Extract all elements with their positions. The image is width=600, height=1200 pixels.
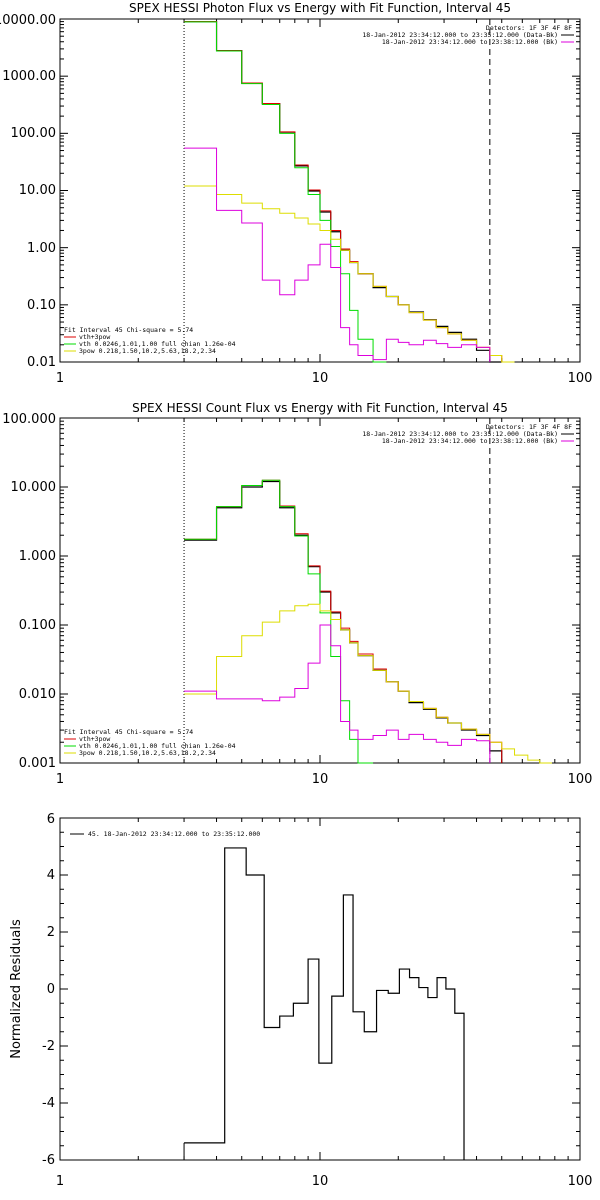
panel1-series <box>183 19 515 363</box>
panel3-y-axis-label: Normalized Residuals <box>9 919 24 1059</box>
panel1-y-tick-label: 10.00 <box>19 183 56 198</box>
panel3-y-tick-label: -6 <box>42 1153 55 1168</box>
panel1-series-background <box>184 147 491 362</box>
panel3-x-tick-label: 10 <box>312 1174 329 1189</box>
panel3-y-tick-label: 0 <box>47 982 55 997</box>
panel2-series-vth <box>184 479 374 764</box>
panel3-frame <box>59 817 581 1161</box>
panel1-x-tick-label: 1 <box>56 371 64 386</box>
panel2-series-background <box>184 624 491 763</box>
panel3-series-45 <box>184 847 465 1160</box>
panel1-header-line: Detectors: 1F 3F 4F 8F <box>486 24 572 32</box>
panel2-header-line: 18-Jan-2012 23:34:12.000 to 23:38:12.000… <box>382 437 558 445</box>
panel2-legend-entry: vth 0.0246,1.01,1.00 full chian 1.26e-04 <box>79 742 236 750</box>
panel2-x-tick-label: 1 <box>56 772 64 787</box>
panel1-y-tick-label: 10000.00 <box>0 13 56 28</box>
residuals-panel: Normalized Residuals -6 -4 -2 0 2 4 6 1 … <box>9 812 592 1189</box>
panel1-header-line: 18-Jan-2012 23:34:12.000 to 23:35:12.000… <box>362 31 558 39</box>
panel2-legend-entry: 3pow 0.218,1.50,10.2,5.63,18.2,2.34 <box>79 749 216 757</box>
panel2-legend-fit: Fit Interval 45 Chi-square = 5.74 <box>64 728 193 736</box>
panel3-x-tick-label: 1 <box>56 1174 64 1189</box>
panel2-ticks <box>59 417 581 764</box>
panel1-title: SPEX HESSI Photon Flux vs Energy with Fi… <box>129 1 511 15</box>
count-flux-panel: SPEX HESSI Count Flux vs Energy with Fit… <box>2 401 592 787</box>
panel2-series-data <box>184 480 503 763</box>
panel2-legend-entry: vth+3pow <box>79 735 110 743</box>
panel1-legend-entry: vth 0.0246,1.01,1.00 full chian 1.26e-04 <box>79 340 236 348</box>
panel2-y-tick-label: 1.000 <box>19 549 56 564</box>
panel1-y-tick-label: 1.00 <box>27 241 56 256</box>
panel1-y-tick-label: 1000.00 <box>2 69 56 84</box>
panel2-y-tick-label: 0.001 <box>19 756 56 771</box>
panel1-y-tick-label: 100.00 <box>11 126 57 141</box>
panel2-y-tick-label: 100.000 <box>2 412 56 427</box>
panel2-x-tick-label: 100 <box>568 772 593 787</box>
panel1-x-tick-label: 10 <box>312 371 329 386</box>
panel3-y-tick-label: 4 <box>47 868 55 883</box>
panel2-series-3pow <box>184 603 552 764</box>
panel1-series-vth-3pow <box>184 20 503 362</box>
panel1-ticks <box>59 18 581 363</box>
panel1-series-data <box>184 21 502 363</box>
panel1-legend-entry: 3pow 0.218,1.50,10.2,5.63,18.2,2.34 <box>79 347 216 355</box>
panel1-y-tick-label: 0.10 <box>27 298 56 313</box>
panel2-series <box>183 418 552 764</box>
panel2-header-line: Detectors: 1F 3F 4F 8F <box>486 423 572 431</box>
panel2-title: SPEX HESSI Count Flux vs Energy with Fit… <box>132 401 508 415</box>
panel3-legend-entry: 45. 18-Jan-2012 23:34:12.000 to 23:35:12… <box>88 830 260 838</box>
panel1-y-tick-label: 0.01 <box>27 355 56 370</box>
panel3-x-tick-label: 100 <box>568 1174 593 1189</box>
panel2-header-line: 18-Jan-2012 23:34:12.000 to 23:35:12.000… <box>362 430 558 438</box>
panel1-series-3pow <box>184 185 515 363</box>
panel2-y-tick-label: 0.010 <box>19 687 56 702</box>
panel3-y-tick-label: 2 <box>47 925 55 940</box>
panel2-x-tick-label: 10 <box>312 772 329 787</box>
panel2-y-tick-label: 0.100 <box>19 618 56 633</box>
panel3-ticks <box>59 817 581 1161</box>
panel2-y-tick-label: 10.000 <box>11 480 57 495</box>
panel3-series <box>183 847 465 1160</box>
panel1-series-vth <box>184 21 387 363</box>
panel3-y-tick-label: -4 <box>42 1096 55 1111</box>
panel3-y-tick-label: 6 <box>47 812 55 827</box>
panel1-legend-fit: Fit Interval 45 Chi-square = 5.74 <box>64 326 193 334</box>
panel1-legend-entry: vth+3pow <box>79 333 110 341</box>
panel1-header-line: 18-Jan-2012 23:34:12.000 to 23:38:12.000… <box>382 38 558 46</box>
photon-flux-panel: SPEX HESSI Photon Flux vs Energy with Fi… <box>0 1 592 386</box>
panel2-series-vth-3pow <box>184 479 503 763</box>
panel3-y-tick-label: -2 <box>42 1039 55 1054</box>
panel1-x-tick-label: 100 <box>568 371 593 386</box>
